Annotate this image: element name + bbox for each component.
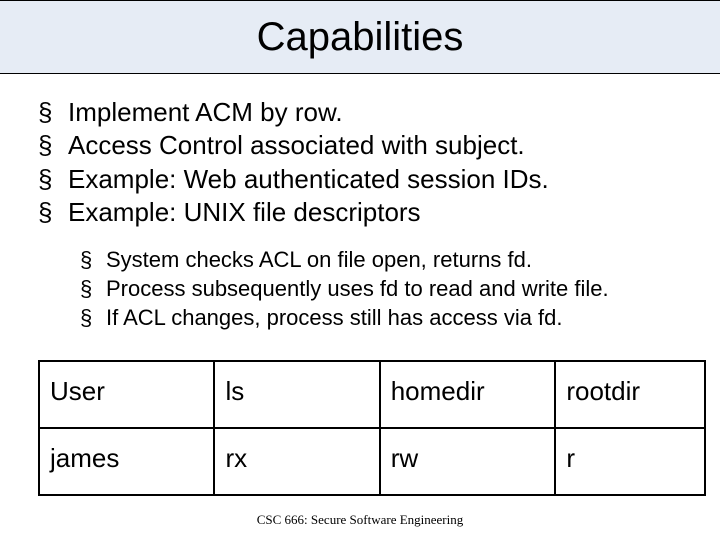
table-header-cell: homedir [380,361,556,428]
list-item: Example: UNIX file descriptors [38,196,682,229]
title-band: Capabilities [0,0,720,74]
list-item: System checks ACL on file open, returns … [80,245,682,274]
list-item: Example: Web authenticated session IDs. [38,163,682,196]
bullet-list-level2: System checks ACL on file open, returns … [80,245,682,332]
table-cell: rw [380,428,556,495]
bullet-list-level1: Implement ACM by row. Access Control ass… [38,96,682,229]
list-item: Process subsequently uses fd to read and… [80,274,682,303]
list-item: Implement ACM by row. [38,96,682,129]
table-row: User ls homedir rootdir [39,361,705,428]
footer-text: CSC 666: Secure Software Engineering [0,512,720,528]
table-header-cell: ls [214,361,379,428]
table-cell: r [555,428,705,495]
slide-title: Capabilities [257,15,464,60]
list-item: If ACL changes, process still has access… [80,303,682,332]
table-cell: james [39,428,214,495]
table-cell: rx [214,428,379,495]
table-header-cell: User [39,361,214,428]
table-header-cell: rootdir [555,361,705,428]
content-area: Implement ACM by row. Access Control ass… [0,74,720,496]
table-row: james rx rw r [39,428,705,495]
list-item: Access Control associated with subject. [38,129,682,162]
capabilities-table: User ls homedir rootdir james rx rw r [38,360,706,496]
